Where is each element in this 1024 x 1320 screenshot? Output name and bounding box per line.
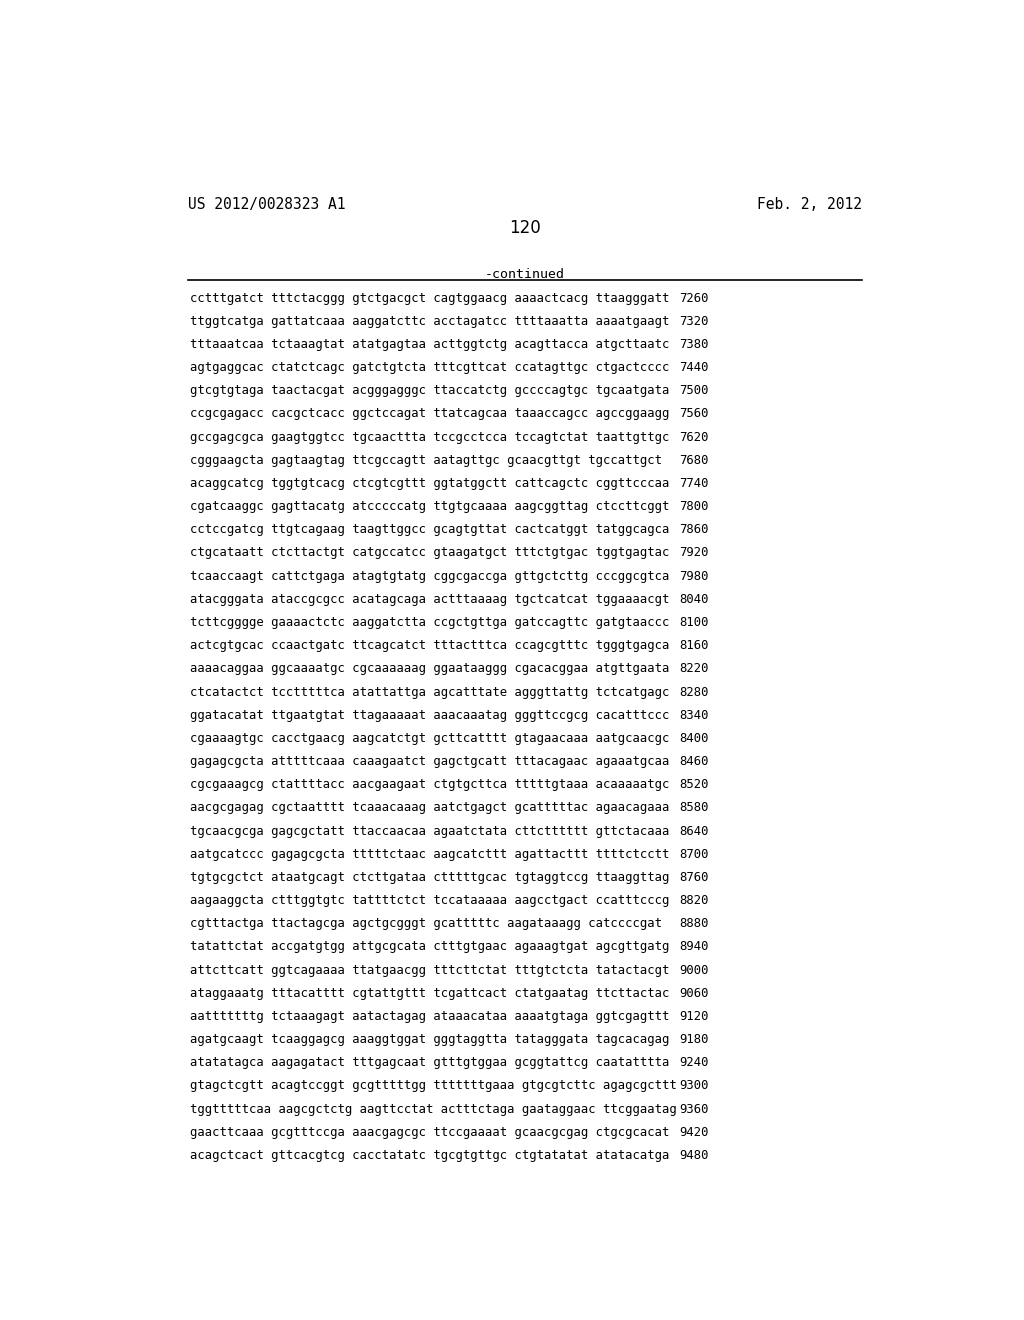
Text: 9180: 9180 [680, 1034, 709, 1047]
Text: cctttgatct tttctacggg gtctgacgct cagtggaacg aaaactcacg ttaagggatt: cctttgatct tttctacggg gtctgacgct cagtgga… [189, 292, 670, 305]
Text: cgatcaaggc gagttacatg atcccccatg ttgtgcaaaa aagcggttag ctccttcggt: cgatcaaggc gagttacatg atcccccatg ttgtgca… [189, 500, 670, 513]
Text: gagagcgcta atttttcaaa caaagaatct gagctgcatt tttacagaac agaaatgcaa: gagagcgcta atttttcaaa caaagaatct gagctgc… [189, 755, 670, 768]
Text: 7860: 7860 [680, 523, 709, 536]
Text: 9240: 9240 [680, 1056, 709, 1069]
Text: cgtttactga ttactagcga agctgcgggt gcatttttc aagataaagg catccccgat: cgtttactga ttactagcga agctgcgggt gcatttt… [189, 917, 662, 931]
Text: 7620: 7620 [680, 430, 709, 444]
Text: 9000: 9000 [680, 964, 709, 977]
Text: -continued: -continued [484, 268, 565, 281]
Text: gtcgtgtaga taactacgat acgggagggc ttaccatctg gccccagtgc tgcaatgata: gtcgtgtaga taactacgat acgggagggc ttaccat… [189, 384, 670, 397]
Text: 8520: 8520 [680, 779, 709, 791]
Text: Feb. 2, 2012: Feb. 2, 2012 [757, 197, 862, 213]
Text: atacgggata ataccgcgcc acatagcaga actttaaaag tgctcatcat tggaaaacgt: atacgggata ataccgcgcc acatagcaga actttaa… [189, 593, 670, 606]
Text: 8220: 8220 [680, 663, 709, 676]
Text: cgggaagcta gagtaagtag ttcgccagtt aatagttgc gcaacgttgt tgccattgct: cgggaagcta gagtaagtag ttcgccagtt aatagtt… [189, 454, 662, 467]
Text: aaaacaggaa ggcaaaatgc cgcaaaaaag ggaataaggg cgacacggaa atgttgaata: aaaacaggaa ggcaaaatgc cgcaaaaaag ggaataa… [189, 663, 670, 676]
Text: ggatacatat ttgaatgtat ttagaaaaat aaacaaatag gggttccgcg cacatttccc: ggatacatat ttgaatgtat ttagaaaaat aaacaaa… [189, 709, 670, 722]
Text: 7380: 7380 [680, 338, 709, 351]
Text: tcaaccaagt cattctgaga atagtgtatg cggcgaccga gttgctcttg cccggcgtca: tcaaccaagt cattctgaga atagtgtatg cggcgac… [189, 570, 670, 582]
Text: actcgtgcac ccaactgatc ttcagcatct tttactttca ccagcgtttc tgggtgagca: actcgtgcac ccaactgatc ttcagcatct tttactt… [189, 639, 670, 652]
Text: 8280: 8280 [680, 685, 709, 698]
Text: 8940: 8940 [680, 940, 709, 953]
Text: tggtttttcaa aagcgctctg aagttcctat actttctaga gaataggaac ttcggaatag: tggtttttcaa aagcgctctg aagttcctat actttc… [189, 1102, 677, 1115]
Text: 8340: 8340 [680, 709, 709, 722]
Text: 8640: 8640 [680, 825, 709, 838]
Text: 8700: 8700 [680, 847, 709, 861]
Text: 8040: 8040 [680, 593, 709, 606]
Text: acagctcact gttcacgtcg cacctatatc tgcgtgttgc ctgtatatat atatacatga: acagctcact gttcacgtcg cacctatatc tgcgtgt… [189, 1148, 670, 1162]
Text: gtagctcgtt acagtccggt gcgtttttgg tttttttgaaa gtgcgtcttc agagcgcttt: gtagctcgtt acagtccggt gcgtttttgg ttttttt… [189, 1080, 677, 1093]
Text: 8460: 8460 [680, 755, 709, 768]
Text: 8760: 8760 [680, 871, 709, 884]
Text: tgtgcgctct ataatgcagt ctcttgataa ctttttgcac tgtaggtccg ttaaggttag: tgtgcgctct ataatgcagt ctcttgataa ctttttg… [189, 871, 670, 884]
Text: attcttcatt ggtcagaaaa ttatgaacgg tttcttctat tttgtctcta tatactacgt: attcttcatt ggtcagaaaa ttatgaacgg tttcttc… [189, 964, 670, 977]
Text: tttaaatcaa tctaaagtat atatgagtaa acttggtctg acagttacca atgcttaatc: tttaaatcaa tctaaagtat atatgagtaa acttggt… [189, 338, 670, 351]
Text: 8880: 8880 [680, 917, 709, 931]
Text: aagaaggcta ctttggtgtc tattttctct tccataaaaa aagcctgact ccatttcccg: aagaaggcta ctttggtgtc tattttctct tccataa… [189, 894, 670, 907]
Text: 8580: 8580 [680, 801, 709, 814]
Text: 7800: 7800 [680, 500, 709, 513]
Text: 8100: 8100 [680, 616, 709, 630]
Text: cgcgaaagcg ctattttacc aacgaagaat ctgtgcttca tttttgtaaa acaaaaatgc: cgcgaaagcg ctattttacc aacgaagaat ctgtgct… [189, 779, 670, 791]
Text: 7320: 7320 [680, 314, 709, 327]
Text: 8400: 8400 [680, 731, 709, 744]
Text: ctgcataatt ctcttactgt catgccatcc gtaagatgct tttctgtgac tggtgagtac: ctgcataatt ctcttactgt catgccatcc gtaagat… [189, 546, 670, 560]
Text: 7260: 7260 [680, 292, 709, 305]
Text: tcttcgggge gaaaactctc aaggatctta ccgctgttga gatccagttc gatgtaaccc: tcttcgggge gaaaactctc aaggatctta ccgctgt… [189, 616, 670, 630]
Text: 9300: 9300 [680, 1080, 709, 1093]
Text: 7440: 7440 [680, 362, 709, 374]
Text: 120: 120 [509, 219, 541, 238]
Text: 7740: 7740 [680, 477, 709, 490]
Text: 8820: 8820 [680, 894, 709, 907]
Text: cgaaaagtgc cacctgaacg aagcatctgt gcttcatttt gtagaacaaa aatgcaacgc: cgaaaagtgc cacctgaacg aagcatctgt gcttcat… [189, 731, 670, 744]
Text: aatgcatccc gagagcgcta tttttctaac aagcatcttt agattacttt ttttctcctt: aatgcatccc gagagcgcta tttttctaac aagcatc… [189, 847, 670, 861]
Text: ataggaaatg tttacatttt cgtattgttt tcgattcact ctatgaatag ttcttactac: ataggaaatg tttacatttt cgtattgttt tcgattc… [189, 987, 670, 999]
Text: 7920: 7920 [680, 546, 709, 560]
Text: tatattctat accgatgtgg attgcgcata ctttgtgaac agaaagtgat agcgttgatg: tatattctat accgatgtgg attgcgcata ctttgtg… [189, 940, 670, 953]
Text: 7560: 7560 [680, 408, 709, 420]
Text: agtgaggcac ctatctcagc gatctgtcta tttcgttcat ccatagttgc ctgactcccc: agtgaggcac ctatctcagc gatctgtcta tttcgtt… [189, 362, 670, 374]
Text: 7500: 7500 [680, 384, 709, 397]
Text: 8160: 8160 [680, 639, 709, 652]
Text: tgcaacgcga gagcgctatt ttaccaacaa agaatctata cttctttttt gttctacaaa: tgcaacgcga gagcgctatt ttaccaacaa agaatct… [189, 825, 670, 838]
Text: 7680: 7680 [680, 454, 709, 467]
Text: ttggtcatga gattatcaaa aaggatcttc acctagatcc ttttaaatta aaaatgaagt: ttggtcatga gattatcaaa aaggatcttc acctaga… [189, 314, 670, 327]
Text: ccgcgagacc cacgctcacc ggctccagat ttatcagcaa taaaccagcc agccggaagg: ccgcgagacc cacgctcacc ggctccagat ttatcag… [189, 408, 670, 420]
Text: 7980: 7980 [680, 570, 709, 582]
Text: aatttttttg tctaaagagt aatactagag ataaacataa aaaatgtaga ggtcgagttt: aatttttttg tctaaagagt aatactagag ataaaca… [189, 1010, 670, 1023]
Text: gccgagcgca gaagtggtcc tgcaacttta tccgcctcca tccagtctat taattgttgc: gccgagcgca gaagtggtcc tgcaacttta tccgcct… [189, 430, 670, 444]
Text: 9120: 9120 [680, 1010, 709, 1023]
Text: 9360: 9360 [680, 1102, 709, 1115]
Text: 9420: 9420 [680, 1126, 709, 1139]
Text: 9480: 9480 [680, 1148, 709, 1162]
Text: aacgcgagag cgctaatttt tcaaacaaag aatctgagct gcatttttac agaacagaaa: aacgcgagag cgctaatttt tcaaacaaag aatctga… [189, 801, 670, 814]
Text: 9060: 9060 [680, 987, 709, 999]
Text: gaacttcaaa gcgtttccga aaacgagcgc ttccgaaaat gcaacgcgag ctgcgcacat: gaacttcaaa gcgtttccga aaacgagcgc ttccgaa… [189, 1126, 670, 1139]
Text: ctcatactct tcctttttca atattattga agcatttate agggttattg tctcatgagc: ctcatactct tcctttttca atattattga agcattt… [189, 685, 670, 698]
Text: acaggcatcg tggtgtcacg ctcgtcgttt ggtatggctt cattcagctc cggttcccaa: acaggcatcg tggtgtcacg ctcgtcgttt ggtatgg… [189, 477, 670, 490]
Text: agatgcaagt tcaaggagcg aaaggtggat gggtaggtta tatagggata tagcacagag: agatgcaagt tcaaggagcg aaaggtggat gggtagg… [189, 1034, 670, 1047]
Text: cctccgatcg ttgtcagaag taagttggcc gcagtgttat cactcatggt tatggcagca: cctccgatcg ttgtcagaag taagttggcc gcagtgt… [189, 523, 670, 536]
Text: atatatagca aagagatact tttgagcaat gtttgtggaa gcggtattcg caatatttta: atatatagca aagagatact tttgagcaat gtttgtg… [189, 1056, 670, 1069]
Text: US 2012/0028323 A1: US 2012/0028323 A1 [187, 197, 345, 213]
